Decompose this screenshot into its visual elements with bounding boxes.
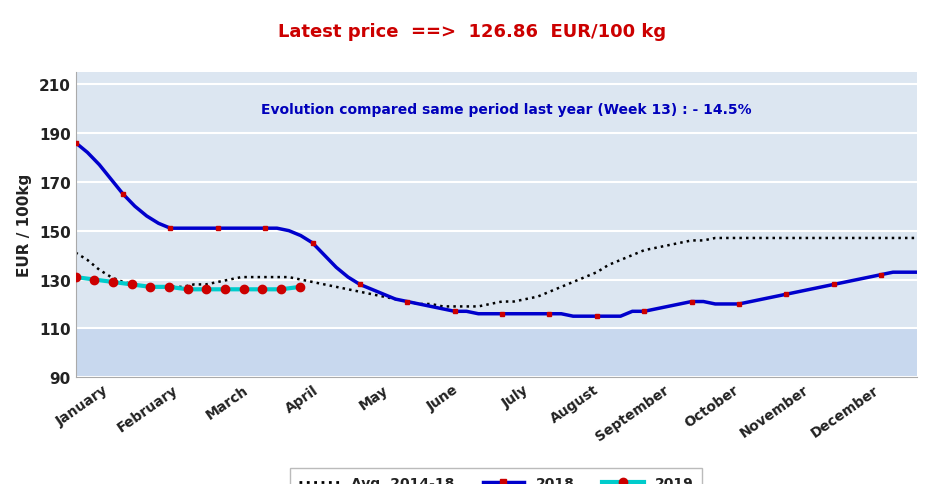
Text: Evolution compared same period last year (Week 13) : - 14.5%: Evolution compared same period last year… (261, 103, 750, 117)
Legend: Avg. 2014-18, 2018, 2019: Avg. 2014-18, 2018, 2019 (290, 468, 701, 484)
Y-axis label: EUR / 100kg: EUR / 100kg (17, 174, 32, 276)
Text: Latest price  ==>  126.86  EUR/100 kg: Latest price ==> 126.86 EUR/100 kg (278, 22, 666, 41)
Bar (76, 329, 916, 378)
